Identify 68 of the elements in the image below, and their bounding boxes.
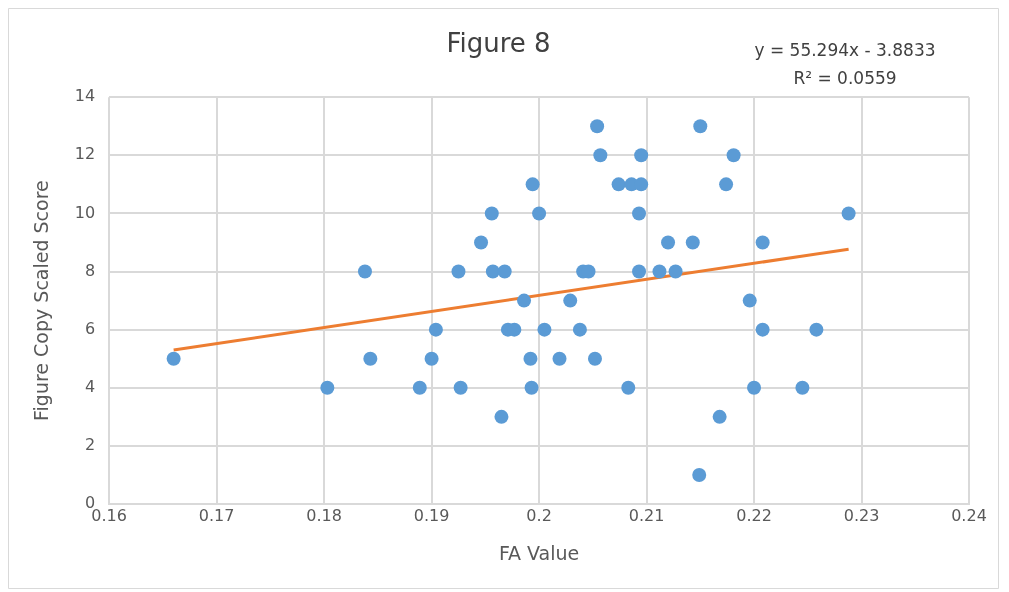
point: [809, 322, 824, 337]
point: [611, 177, 626, 192]
point: [590, 119, 605, 134]
y-tick-label: 10: [74, 202, 96, 222]
point: [525, 177, 540, 192]
point: [742, 293, 757, 308]
point: [523, 351, 538, 366]
y-tick-label: 6: [84, 318, 96, 338]
y-tick-label: 14: [74, 86, 96, 106]
point: [712, 409, 727, 424]
point: [357, 264, 372, 279]
point: [755, 322, 770, 337]
point: [517, 293, 532, 308]
chart-title: Figure 8: [446, 28, 551, 59]
text: R² = 0.0559: [793, 68, 897, 89]
y-tick-label: 2: [84, 435, 96, 455]
point: [726, 148, 741, 163]
x-tick-label: 0.19: [413, 505, 450, 525]
x-axis-title: FA Value: [498, 541, 580, 564]
point: [524, 380, 539, 395]
point: [693, 119, 708, 134]
x-tick-label: 0.24: [951, 505, 987, 525]
point: [755, 235, 770, 250]
y-axis-title: Figure Copy Scaled Score: [30, 180, 53, 421]
point: [451, 264, 466, 279]
point: [841, 206, 856, 221]
text: y = 55.294x - 3.8833: [754, 40, 936, 61]
x-tick-label: 0.22: [736, 505, 772, 525]
point: [634, 148, 649, 163]
y-tick-label: 8: [84, 260, 96, 280]
point: [363, 351, 378, 366]
point: [747, 380, 762, 395]
x-tick-label: 0.2: [526, 505, 552, 525]
point: [632, 264, 647, 279]
point: [563, 293, 578, 308]
y-tick-label: 4: [84, 376, 96, 396]
x-tick-label: 0.21: [628, 505, 665, 525]
point: [661, 235, 676, 250]
point: [412, 380, 427, 395]
point: [719, 177, 734, 192]
point: [593, 148, 608, 163]
point: [685, 235, 700, 250]
point: [474, 235, 489, 250]
point: [692, 467, 707, 482]
point: [795, 380, 810, 395]
point: [621, 380, 636, 395]
point: [497, 264, 512, 279]
point: [532, 206, 547, 221]
point: [484, 206, 499, 221]
point: [537, 322, 552, 337]
point: [552, 351, 567, 366]
point: [587, 351, 602, 366]
x-tick-label: 0.18: [306, 505, 342, 525]
point: [485, 264, 500, 279]
point: [572, 322, 587, 337]
point: [453, 380, 468, 395]
y-tick-label: 12: [74, 144, 96, 164]
point: [320, 380, 335, 395]
point: [428, 322, 443, 337]
point: [166, 351, 181, 366]
point: [494, 409, 509, 424]
point: [668, 264, 683, 279]
point: [632, 206, 647, 221]
x-tick-label: 0.17: [198, 505, 235, 525]
point: [424, 351, 439, 366]
x-tick-label: 0.23: [843, 505, 880, 525]
point: [634, 177, 649, 192]
point: [652, 264, 667, 279]
